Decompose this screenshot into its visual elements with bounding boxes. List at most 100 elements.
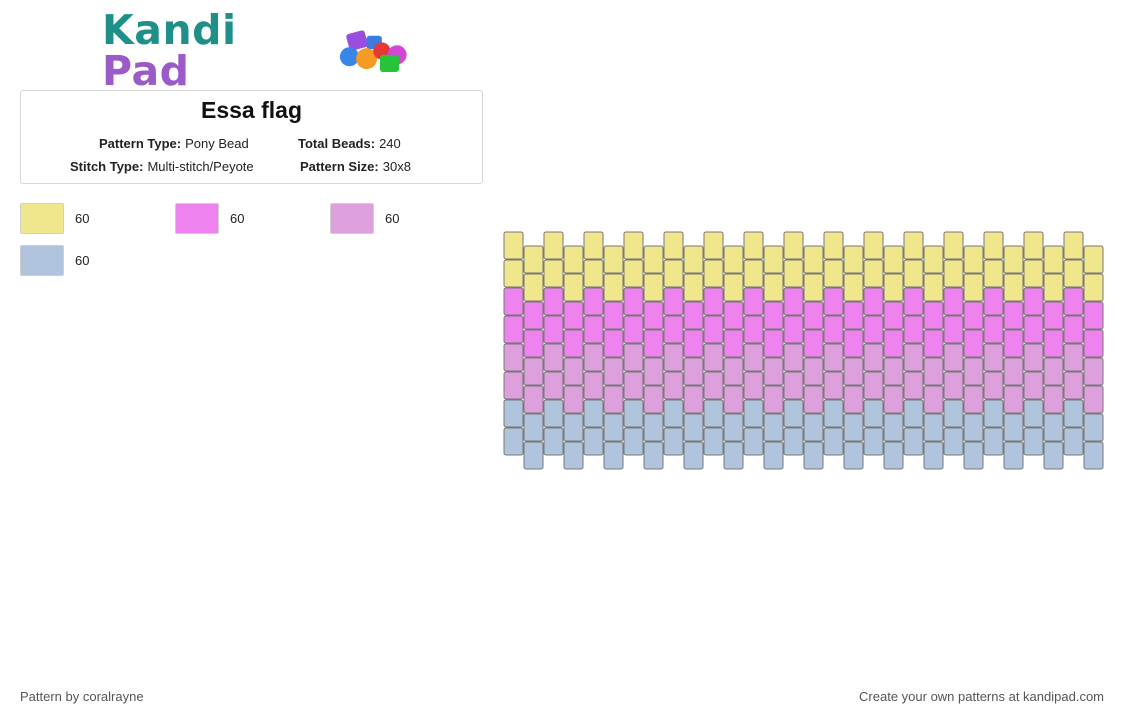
bead <box>703 427 724 456</box>
bead <box>523 357 544 386</box>
color-swatch <box>20 245 64 276</box>
bead <box>803 441 824 470</box>
bead <box>503 399 524 428</box>
bead <box>643 329 664 358</box>
bead <box>1083 441 1104 470</box>
bead <box>1043 357 1064 386</box>
bead <box>1043 385 1064 414</box>
bead <box>903 343 924 372</box>
bead <box>683 385 704 414</box>
bead <box>743 287 764 316</box>
bead <box>1063 259 1084 288</box>
bead <box>503 287 524 316</box>
bead <box>823 231 844 260</box>
bead <box>763 245 784 274</box>
bead <box>823 343 844 372</box>
bead <box>503 259 524 288</box>
bead <box>543 399 564 428</box>
bead <box>1043 329 1064 358</box>
bead <box>843 441 864 470</box>
bead <box>523 245 544 274</box>
bead <box>583 315 604 344</box>
bead <box>583 231 604 260</box>
bead <box>723 441 744 470</box>
bead <box>503 231 524 260</box>
bead <box>583 399 604 428</box>
bead <box>783 399 804 428</box>
bead <box>843 329 864 358</box>
total-beads-label: Total Beads: <box>298 136 376 151</box>
bead <box>823 287 844 316</box>
bead <box>863 259 884 288</box>
bead <box>1083 245 1104 274</box>
bead <box>1023 427 1044 456</box>
create-patterns-link[interactable]: Create your own patterns at kandipad.com <box>859 689 1104 704</box>
bead <box>823 427 844 456</box>
bead <box>643 273 664 302</box>
bead <box>783 231 804 260</box>
bead <box>883 329 904 358</box>
bead <box>1023 399 1044 428</box>
color-swatch-item: 60 <box>20 203 89 234</box>
bead <box>903 231 924 260</box>
logo-text-pad: Pad <box>102 47 190 95</box>
bead <box>603 245 624 274</box>
color-swatch <box>330 203 374 234</box>
bead <box>663 287 684 316</box>
bead <box>663 315 684 344</box>
bead <box>683 413 704 442</box>
color-count: 60 <box>230 211 245 226</box>
bead <box>843 273 864 302</box>
bead <box>763 441 784 470</box>
bead <box>583 259 604 288</box>
color-count: 60 <box>75 253 90 268</box>
bead <box>703 343 724 372</box>
pattern-type-label: Pattern Type: <box>99 136 182 151</box>
bead <box>503 343 524 372</box>
pattern-size-value: 30x8 <box>382 159 411 174</box>
bead <box>863 399 884 428</box>
bead <box>1003 357 1024 386</box>
bead <box>503 315 524 344</box>
bead <box>1083 385 1104 414</box>
bead <box>563 441 584 470</box>
color-count: 60 <box>385 211 400 226</box>
pattern-type-field: Pattern Type: Pony Bead <box>99 136 249 151</box>
bead <box>663 231 684 260</box>
bead <box>923 413 944 442</box>
bead <box>623 315 644 344</box>
bead <box>603 441 624 470</box>
bead <box>623 427 644 456</box>
bead <box>923 245 944 274</box>
bead <box>963 273 984 302</box>
bead <box>663 371 684 400</box>
stitch-type-label: Stitch Type: <box>70 159 144 174</box>
bead <box>763 413 784 442</box>
pattern-type-value: Pony Bead <box>185 136 249 151</box>
bead <box>1083 413 1104 442</box>
bead <box>623 259 644 288</box>
pattern-info-card: Essa flag Pattern Type: Pony Bead Total B… <box>20 90 483 184</box>
bead <box>803 329 824 358</box>
bead <box>1083 357 1104 386</box>
bead <box>863 427 884 456</box>
bead <box>803 385 824 414</box>
bead <box>683 441 704 470</box>
bead <box>563 413 584 442</box>
bead <box>1023 231 1044 260</box>
bead <box>983 231 1004 260</box>
bead <box>863 371 884 400</box>
bead <box>983 371 1004 400</box>
bead <box>843 413 864 442</box>
bead <box>743 315 764 344</box>
bead <box>603 357 624 386</box>
bead <box>743 231 764 260</box>
bead <box>1023 315 1044 344</box>
bead <box>1003 301 1024 330</box>
bead <box>863 343 884 372</box>
bead <box>823 315 844 344</box>
bead <box>1063 399 1084 428</box>
bead <box>683 301 704 330</box>
bead <box>783 427 804 456</box>
bead <box>703 259 724 288</box>
